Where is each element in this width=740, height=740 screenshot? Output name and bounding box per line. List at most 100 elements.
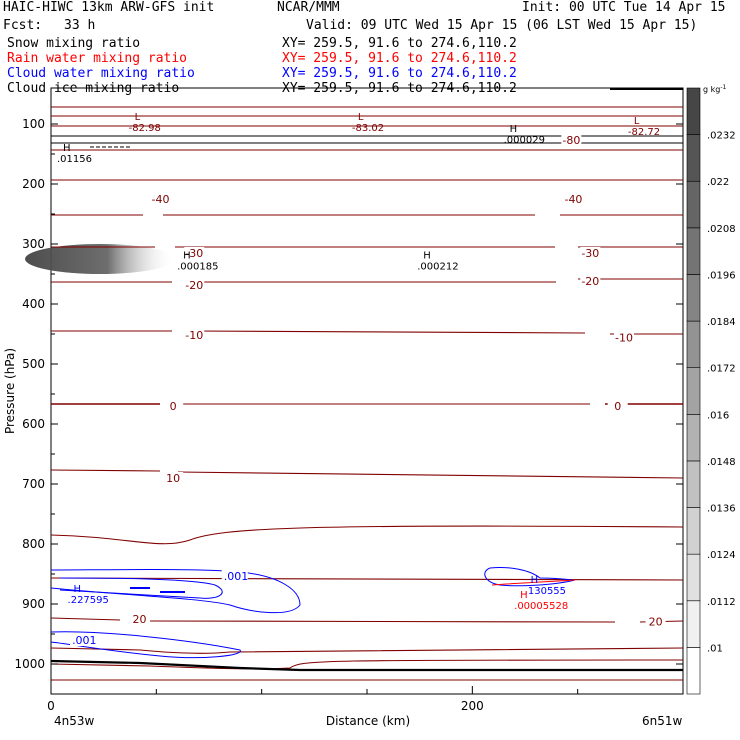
extremum-kind: H [423, 250, 431, 261]
temperature-label: -30 [581, 247, 599, 260]
temperature-contour-labels: -80 -40 -40 -30 -30 -20 -20 -10 -10 0 0 10 20 20 [129, 134, 666, 628]
y-tick-label: 300 [22, 237, 45, 251]
extremum-value: .000212 [417, 261, 458, 272]
extremum-kind: H [74, 584, 82, 595]
y-tick-label: 200 [22, 177, 45, 191]
cloud-water-label: .001 [72, 634, 97, 647]
extremum-kind: H [183, 250, 191, 261]
extremum-kind: L [358, 112, 364, 123]
y-axis-title: Pressure (hPa) [3, 348, 17, 434]
extrema-markers: L-82.98L-83.02L-82.72H.000029H.000185H.0… [57, 112, 660, 612]
label-mask [184, 329, 205, 342]
y-tick-label: 700 [22, 477, 45, 491]
temperature-label: -40 [564, 193, 582, 206]
y-tick-label: 900 [22, 597, 45, 611]
contour-line [196, 330, 586, 334]
label-mask [70, 634, 97, 646]
colorbar-level: .016 [707, 410, 729, 421]
colorbar-swatch [686, 320, 701, 368]
colorbar-unit-exponent: -1 [720, 84, 726, 91]
extremum-value: .00005528 [514, 601, 568, 612]
temperature-label: -20 [185, 279, 203, 292]
snow-shaded-region [25, 244, 175, 274]
cloud-water-contours [50, 567, 576, 659]
x-start-location: 4n53w [54, 714, 95, 728]
y-tick-label: 800 [22, 537, 45, 551]
label-mask [150, 193, 171, 205]
extremum-value: .227595 [68, 595, 109, 606]
label-mask [163, 400, 184, 412]
y-tick-label: 500 [22, 357, 45, 371]
forecast-hours: 33 h [64, 18, 96, 33]
colorbar-level: .01 [707, 643, 723, 654]
contour-line [50, 631, 241, 659]
extremum-value: .130555 [525, 586, 566, 597]
y-tick-label: 400 [22, 297, 45, 311]
field-xy-rain: XY= 259.5, 91.6 to 274.6,110.2 [282, 51, 517, 66]
colorbar-swatch [686, 134, 701, 182]
extremum-value: .000185 [177, 261, 218, 272]
y-tick-label: 100 [22, 117, 45, 131]
terrain-boundary [50, 659, 683, 672]
label-mask [607, 400, 628, 412]
contour-line [50, 647, 684, 654]
contour-line [491, 579, 576, 586]
colorbar-swatch [686, 647, 701, 695]
extremum-kind: H [531, 575, 539, 586]
field-xy-snow: XY= 259.5, 91.6 to 274.6,110.2 [282, 36, 517, 51]
label-mask [563, 193, 584, 205]
x-axis: 0 200 [47, 686, 684, 713]
label-mask [580, 275, 601, 288]
extremum-value: -83.02 [352, 123, 384, 134]
field-name-cloud-water: Cloud water mixing ratio [7, 66, 195, 81]
colorbar-level: .0232 [707, 131, 736, 142]
extremum-value: -82.98 [129, 123, 161, 134]
temperature-label: -10 [615, 332, 633, 345]
x-tick-label: 200 [461, 699, 484, 713]
contour-line [50, 469, 161, 472]
temperature-label: -30 [185, 247, 203, 260]
colorbar-level: .0112 [707, 597, 736, 608]
extremum-kind: L [634, 116, 640, 127]
init-time: Init: 00 UTC Tue 14 Apr 15 [522, 0, 726, 15]
temperature-label: 20 [132, 613, 146, 626]
field-xy-cloud-water: XY= 259.5, 91.6 to 274.6,110.2 [282, 66, 517, 81]
colorbar-level: .0136 [707, 504, 736, 515]
extremum-kind: H [63, 143, 71, 154]
x-end-location: 6n51w [642, 714, 683, 728]
temperature-label: -10 [185, 329, 203, 342]
colorbar-swatch [686, 87, 701, 135]
contour-line [50, 569, 301, 614]
colorbar-level: .0124 [707, 550, 736, 561]
label-mask [614, 331, 635, 344]
label-mask [184, 278, 205, 291]
colorbar-swatch [686, 553, 701, 602]
colorbar-level: .0196 [707, 270, 736, 281]
colorbar-level: .0172 [707, 364, 736, 375]
extremum-kind: H [510, 124, 518, 135]
label-mask [184, 247, 205, 259]
label-mask [580, 247, 601, 259]
temperature-label: -20 [581, 275, 599, 288]
x-axis-title: Distance (km) [326, 714, 410, 728]
colorbar-swatch [686, 180, 701, 229]
x-tick-label: 0 [47, 699, 55, 713]
contour-line [177, 471, 684, 479]
colorbar-level: .0148 [707, 457, 736, 468]
contour-line [50, 577, 684, 581]
extremum-kind: H [520, 590, 528, 601]
temperature-label: 0 [170, 400, 177, 413]
colorbar-unit-base: g kg [703, 85, 720, 94]
colorbar-swatch [686, 414, 701, 462]
cloud-water-contour-labels: .001 .001 [70, 569, 248, 647]
colorbar-swatch [686, 227, 701, 275]
label-mask [163, 472, 184, 484]
y-tick-label: 1000 [14, 657, 45, 671]
temperature-contours [50, 106, 684, 681]
model-title: HAIC-HIWC 13km ARW-GFS init [3, 0, 215, 15]
field-name-rain: Rain water mixing ratio [7, 51, 188, 66]
temperature-label: 20 [649, 615, 663, 628]
extremum-kind: L [135, 112, 141, 123]
